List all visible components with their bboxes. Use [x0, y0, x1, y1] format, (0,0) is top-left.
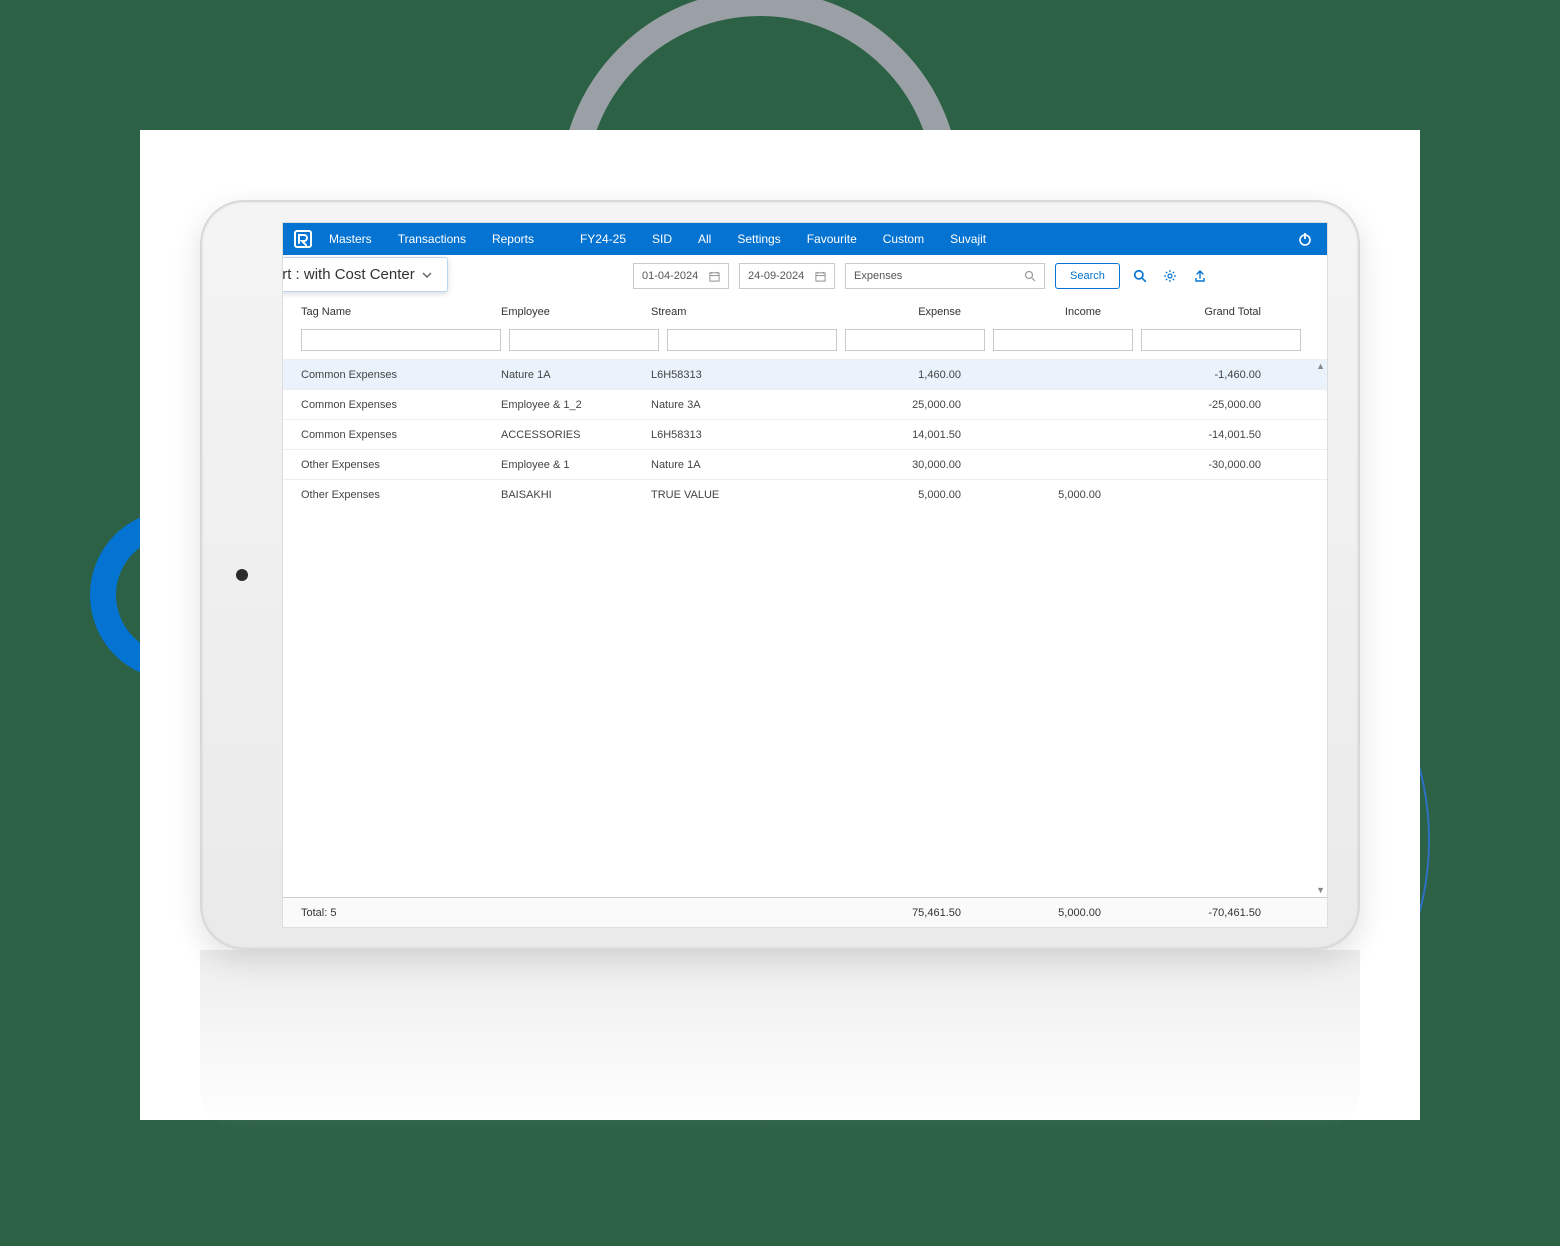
tablet-reflection — [200, 950, 1360, 1130]
search-icon — [1024, 270, 1036, 282]
col-employee[interactable]: Employee — [501, 306, 651, 318]
cell: 5,000.00 — [821, 489, 961, 501]
table-body: ▲ ▼ Common ExpensesNature 1AL6H583131,46… — [283, 359, 1327, 897]
col-tag-name[interactable]: Tag Name — [301, 306, 501, 318]
calendar-icon — [815, 271, 826, 282]
search-button[interactable]: Search — [1055, 263, 1120, 289]
cell: 14,001.50 — [821, 429, 961, 441]
calendar-icon — [709, 271, 720, 282]
chevron-down-icon — [421, 269, 433, 281]
cell: Common Expenses — [301, 429, 501, 441]
cell: Employee & 1_2 — [501, 399, 651, 411]
cell: BAISAKHI — [501, 489, 651, 501]
report-table: Tag Name Employee Stream Expense Income … — [283, 297, 1327, 927]
scroll-down-icon[interactable]: ▼ — [1316, 885, 1325, 895]
date-to-value: 24-09-2024 — [748, 270, 804, 282]
zoom-icon[interactable] — [1130, 269, 1150, 283]
nav-items: Masters Transactions Reports FY24-25 SID… — [329, 232, 1291, 246]
col-grand-total[interactable]: Grand Total — [1101, 306, 1261, 318]
cell: 30,000.00 — [821, 459, 961, 471]
table-row[interactable]: Common ExpensesEmployee & 1_2Nature 3A25… — [283, 389, 1327, 419]
date-to-field[interactable]: 24-09-2024 — [739, 263, 835, 289]
date-from-value: 01-04-2024 — [642, 270, 698, 282]
table-footer: Total: 5 75,461.50 5,000.00 -70,461.50 — [283, 897, 1327, 927]
table-header: Tag Name Employee Stream Expense Income … — [283, 297, 1327, 327]
report-title-label: Tag Report : with Cost Center — [282, 266, 415, 283]
nav-custom[interactable]: Custom — [883, 232, 924, 246]
table-row[interactable]: Common ExpensesNature 1AL6H583131,460.00… — [283, 359, 1327, 389]
cell: Employee & 1 — [501, 459, 651, 471]
filter-expense[interactable] — [845, 329, 985, 351]
table-row[interactable]: Other ExpensesEmployee & 1Nature 1A30,00… — [283, 449, 1327, 479]
nav-favourite[interactable]: Favourite — [807, 232, 857, 246]
category-value: Expenses — [854, 270, 902, 282]
filter-tag-name[interactable] — [301, 329, 501, 351]
filter-bar: Tag Report : with Cost Center 01-04-2024… — [283, 255, 1327, 297]
export-icon[interactable] — [1190, 269, 1210, 283]
cell: Nature 1A — [651, 459, 821, 471]
nav-fiscal-year[interactable]: FY24-25 — [580, 232, 626, 246]
cell: ACCESSORIES — [501, 429, 651, 441]
footer-grand-total: -70,461.50 — [1101, 907, 1261, 919]
cell: -14,001.50 — [1101, 429, 1261, 441]
cell: -1,460.00 — [1101, 369, 1261, 381]
footer-expense: 75,461.50 — [821, 907, 961, 919]
app-logo-icon[interactable] — [289, 225, 317, 253]
footer-income: 5,000.00 — [961, 907, 1101, 919]
tablet-frame: Masters Transactions Reports FY24-25 SID… — [200, 200, 1360, 950]
top-nav: Masters Transactions Reports FY24-25 SID… — [283, 223, 1327, 255]
table-filter-row — [283, 327, 1327, 359]
table-row[interactable]: Other ExpensesBAISAKHITRUE VALUE5,000.00… — [283, 479, 1327, 509]
nav-user[interactable]: Suvajit — [950, 232, 986, 246]
cell: 1,460.00 — [821, 369, 961, 381]
cell: L6H58313 — [651, 429, 821, 441]
nav-settings[interactable]: Settings — [737, 232, 780, 246]
filter-employee[interactable] — [509, 329, 659, 351]
cell: Nature 3A — [651, 399, 821, 411]
nav-transactions[interactable]: Transactions — [398, 232, 466, 246]
filter-grand-total[interactable] — [1141, 329, 1301, 351]
cell: -30,000.00 — [1101, 459, 1261, 471]
gear-icon[interactable] — [1160, 269, 1180, 283]
cell: 25,000.00 — [821, 399, 961, 411]
nav-masters[interactable]: Masters — [329, 232, 372, 246]
filter-income[interactable] — [993, 329, 1133, 351]
cell: -25,000.00 — [1101, 399, 1261, 411]
category-select[interactable]: Expenses — [845, 263, 1045, 289]
date-from-field[interactable]: 01-04-2024 — [633, 263, 729, 289]
nav-sid[interactable]: SID — [652, 232, 672, 246]
cell: Nature 1A — [501, 369, 651, 381]
col-stream[interactable]: Stream — [651, 306, 821, 318]
table-row[interactable]: Common ExpensesACCESSORIESL6H5831314,001… — [283, 419, 1327, 449]
cell: Common Expenses — [301, 399, 501, 411]
report-title-dropdown[interactable]: Tag Report : with Cost Center — [282, 257, 448, 292]
footer-total-label: Total: 5 — [301, 907, 501, 919]
cell: L6H58313 — [651, 369, 821, 381]
cell: TRUE VALUE — [651, 489, 821, 501]
filter-stream[interactable] — [667, 329, 837, 351]
power-icon[interactable] — [1291, 231, 1319, 247]
col-expense[interactable]: Expense — [821, 306, 961, 318]
scroll-up-icon[interactable]: ▲ — [1316, 361, 1325, 371]
cell: Common Expenses — [301, 369, 501, 381]
nav-reports[interactable]: Reports — [492, 232, 534, 246]
cell: Other Expenses — [301, 459, 501, 471]
cell: 5,000.00 — [961, 489, 1101, 501]
tablet-camera — [236, 569, 248, 581]
app-screen: Masters Transactions Reports FY24-25 SID… — [282, 222, 1328, 928]
cell: Other Expenses — [301, 489, 501, 501]
nav-all[interactable]: All — [698, 232, 711, 246]
col-income[interactable]: Income — [961, 306, 1101, 318]
